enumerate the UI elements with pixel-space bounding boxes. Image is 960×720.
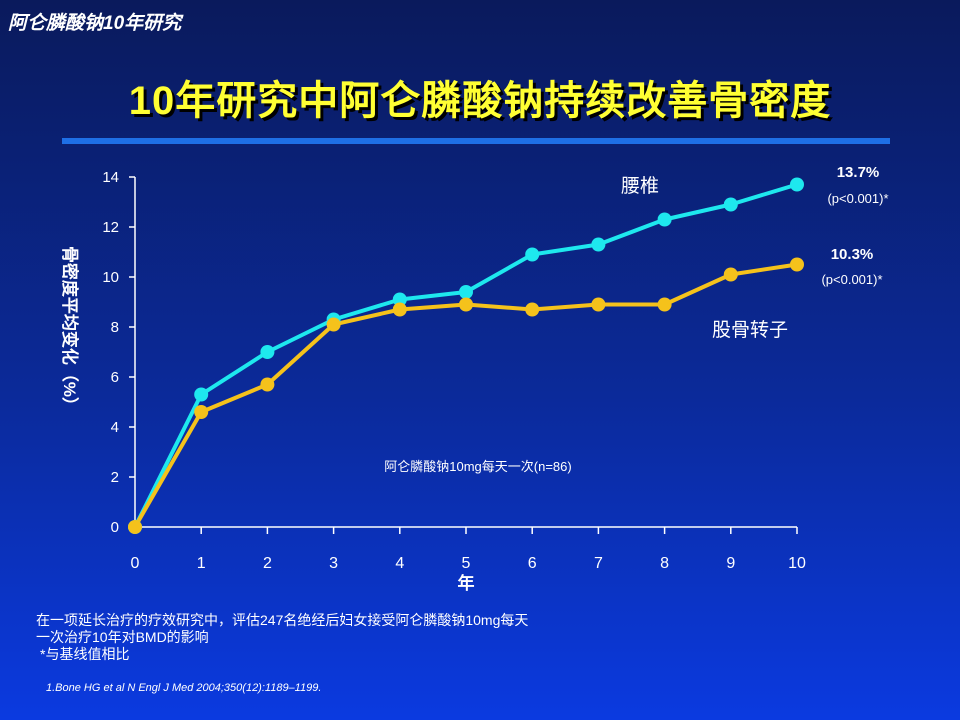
x-tick-label: 5 xyxy=(462,555,471,572)
x-tick-label: 7 xyxy=(594,555,603,572)
x-tick-label: 4 xyxy=(395,555,404,572)
data-point xyxy=(723,197,738,212)
footnote-line-2: 一次治疗10年对BMD的影响 xyxy=(36,629,209,645)
end-p-label: (p<0.001)* xyxy=(827,191,888,206)
y-tick-label: 6 xyxy=(111,369,119,386)
data-point xyxy=(723,267,738,282)
data-point xyxy=(657,212,672,227)
end-value-label: 13.7% xyxy=(837,164,880,181)
y-tick-label: 2 xyxy=(111,469,119,486)
data-point xyxy=(790,257,804,272)
y-tick-label: 12 xyxy=(102,219,119,236)
data-point xyxy=(525,247,540,262)
y-axis-title: 骨密度平均变化（%） xyxy=(60,246,80,414)
title-divider xyxy=(62,138,890,144)
reference-citation: 1.Bone HG et al N Engl J Med 2004;350(12… xyxy=(46,682,322,694)
data-point xyxy=(194,387,209,402)
y-tick-label: 8 xyxy=(111,319,119,336)
x-tick-label: 3 xyxy=(329,555,338,572)
data-point xyxy=(591,237,606,252)
data-point xyxy=(657,297,672,312)
data-point xyxy=(260,377,275,392)
y-tick-label: 10 xyxy=(102,269,119,286)
series-label-lumbar: 腰椎 xyxy=(621,175,659,197)
y-tick-label: 14 xyxy=(102,169,119,186)
end-value-label: 10.3% xyxy=(831,246,874,263)
x-tick-label: 10 xyxy=(788,555,806,572)
x-tick-label: 1 xyxy=(197,555,206,572)
footnote: 在一项延长治疗的疗效研究中，评估247名绝经后妇女接受阿仑膦酸钠10mg每天 一… xyxy=(36,612,528,663)
data-point xyxy=(591,297,606,312)
chart-annotation: 阿仑膦酸钠10mg每天一次(n=86) xyxy=(384,459,571,474)
x-tick-label: 9 xyxy=(726,555,735,572)
data-point xyxy=(326,317,341,332)
x-tick-label: 2 xyxy=(263,555,272,572)
y-tick-label: 0 xyxy=(111,519,119,536)
data-point xyxy=(459,285,473,299)
data-point xyxy=(392,292,407,307)
header-label: 阿仑膦酸钠10年研究 xyxy=(8,13,182,34)
x-tick-label: 6 xyxy=(528,555,537,572)
data-point xyxy=(260,345,275,359)
x-axis-title: 年 xyxy=(458,573,475,593)
data-point xyxy=(459,297,473,312)
data-point xyxy=(525,302,540,317)
end-p-label: (p<0.001)* xyxy=(821,272,882,287)
series-line-0 xyxy=(133,182,798,528)
page-title: 10年研究中阿仑膦酸钠持续改善骨密度 xyxy=(128,79,832,123)
y-tick-label: 4 xyxy=(111,419,119,436)
chart-series xyxy=(128,177,804,534)
footnote-line-3: *与基线值相比 xyxy=(40,646,130,662)
x-tick-label: 0 xyxy=(131,555,140,572)
data-point xyxy=(392,302,407,317)
data-point xyxy=(790,177,804,192)
x-tick-label: 8 xyxy=(660,555,669,572)
footnote-line-1: 在一项延长治疗的疗效研究中，评估247名绝经后妇女接受阿仑膦酸钠10mg每天 xyxy=(36,612,529,628)
series-label-trochanter: 股骨转子 xyxy=(712,319,788,341)
data-point xyxy=(128,520,142,534)
data-point xyxy=(194,405,209,419)
